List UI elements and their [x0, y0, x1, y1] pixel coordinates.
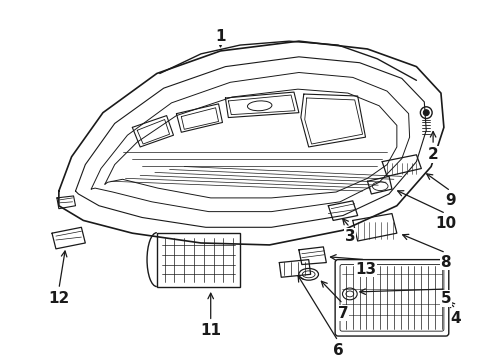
- Ellipse shape: [423, 110, 429, 116]
- Text: 13: 13: [355, 262, 376, 276]
- Text: 7: 7: [338, 306, 348, 321]
- Text: 8: 8: [441, 255, 451, 270]
- Text: 3: 3: [344, 229, 355, 244]
- Text: 12: 12: [48, 291, 70, 306]
- Text: 1: 1: [215, 30, 226, 44]
- Text: 10: 10: [435, 216, 456, 230]
- Bar: [157, 233, 240, 287]
- Text: 6: 6: [333, 343, 343, 358]
- Text: 2: 2: [428, 147, 439, 162]
- Text: 9: 9: [445, 193, 456, 208]
- Text: 11: 11: [200, 323, 221, 338]
- Text: 5: 5: [441, 291, 451, 306]
- Text: 4: 4: [450, 311, 461, 325]
